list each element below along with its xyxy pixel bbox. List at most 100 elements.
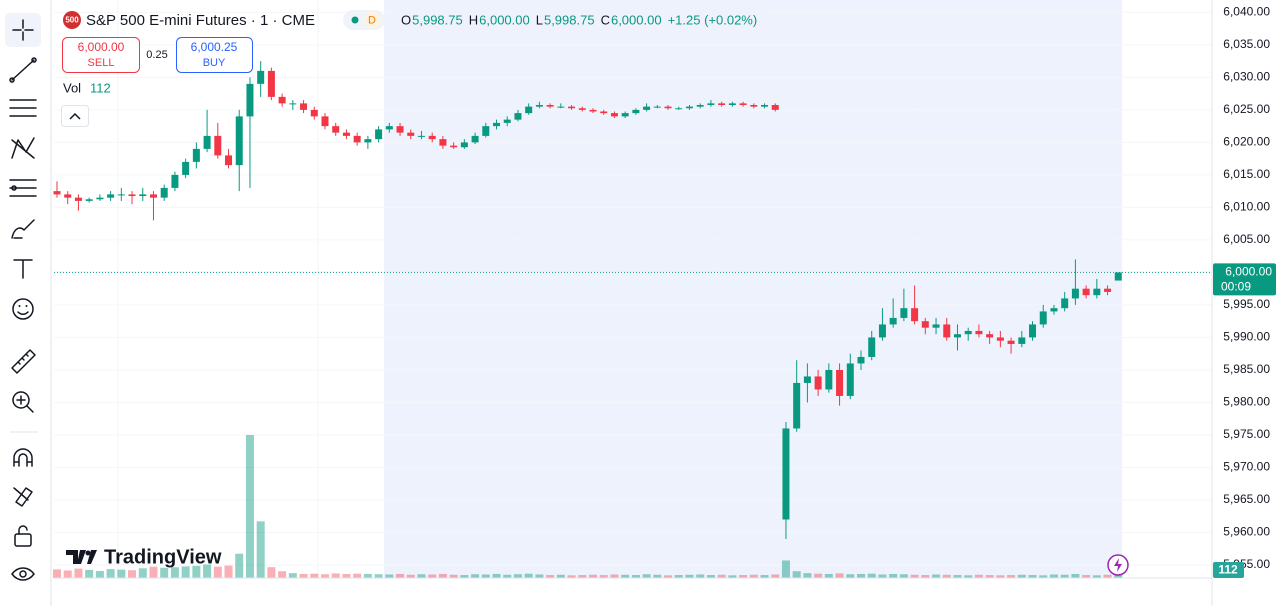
volume-bar — [932, 574, 941, 578]
candle-body — [964, 330, 972, 335]
volume-bar — [1103, 574, 1112, 578]
volume-bar — [771, 574, 780, 578]
zoom-tool[interactable] — [12, 391, 34, 413]
collapse-button[interactable] — [61, 105, 89, 127]
volume-bar — [878, 574, 887, 578]
buy-button[interactable]: 6,000.25 BUY — [176, 37, 253, 73]
fib-tool[interactable] — [9, 179, 37, 197]
candle-body — [525, 106, 533, 114]
candle-body — [707, 103, 715, 106]
crosshair-tool[interactable] — [5, 13, 41, 47]
trade-buttons: 6,000.00 SELL 0.25 6,000.25 BUY — [62, 37, 253, 73]
ohlc-key: O — [401, 12, 411, 27]
volume-bar — [310, 573, 319, 578]
candle-body — [911, 308, 919, 322]
candle-body — [664, 106, 672, 109]
candle-body — [675, 108, 683, 110]
candle-body — [578, 108, 586, 110]
candle-body — [1093, 288, 1101, 296]
candle-body — [192, 148, 200, 162]
volume-bar — [803, 573, 812, 578]
volume-bar — [781, 560, 790, 578]
volume-bar — [685, 574, 694, 578]
candle-body — [1071, 288, 1079, 299]
volume-bar — [610, 574, 619, 578]
candle-body — [353, 135, 361, 143]
y-tick-label: 5,985.00 — [1223, 362, 1270, 376]
volume-bar — [1082, 575, 1091, 578]
candle-body — [653, 106, 661, 108]
candle-body — [171, 174, 179, 188]
volume-bar — [739, 575, 748, 578]
visibility-tool[interactable] — [11, 567, 35, 581]
candle-body — [514, 113, 522, 120]
price-axis: 5,955.005,960.005,965.005,970.005,975.00… — [1223, 5, 1270, 572]
candle-body — [803, 376, 811, 383]
pattern-tool[interactable] — [11, 137, 35, 159]
candle-body — [557, 106, 565, 108]
volume-bar — [824, 573, 833, 578]
magnet-tool[interactable] — [13, 448, 33, 467]
volume-bar — [299, 573, 308, 578]
candle-body — [332, 126, 340, 133]
ohlc-value: 5,998.75 — [412, 12, 463, 27]
volume-bar — [363, 573, 372, 578]
volume-bars — [53, 435, 1123, 578]
y-tick-label: 5,970.00 — [1223, 460, 1270, 474]
volume-bar — [224, 565, 233, 578]
y-tick-label: 6,005.00 — [1223, 232, 1270, 246]
lock-tool[interactable] — [14, 525, 32, 547]
candle-body — [685, 106, 693, 109]
volume-bar — [95, 570, 104, 578]
last-price-tag — [1213, 263, 1276, 296]
spread: 0.25 — [146, 49, 167, 61]
candle-body — [310, 109, 318, 117]
text-tool[interactable] — [13, 259, 33, 279]
volume-bar — [910, 574, 919, 578]
volume-tag-label: 112 — [1218, 563, 1238, 577]
candle-body — [825, 369, 833, 390]
volume-value: 112 — [90, 80, 111, 95]
emoji-tool[interactable] — [12, 298, 34, 320]
brush-tool[interactable] — [11, 219, 35, 239]
symbol-title[interactable]: S&P 500 E-mini Futures · 1 · CME — [86, 12, 315, 29]
symbol-logo — [63, 11, 81, 29]
volume-bar — [814, 573, 823, 578]
horizontal-lines-tool[interactable] — [9, 99, 37, 117]
volume-bar — [203, 564, 212, 578]
volume-bar — [889, 573, 898, 578]
candle-body — [1114, 272, 1122, 281]
y-tick-label: 6,010.00 — [1223, 200, 1270, 214]
volume-bar — [288, 573, 297, 578]
lightning-button[interactable] — [1107, 554, 1129, 576]
symbol-legend: 500 S&P 500 E-mini Futures · 1 · CME D O… — [63, 9, 766, 31]
candle-body — [364, 139, 372, 143]
candle-body — [160, 187, 168, 198]
volume-bar — [170, 567, 179, 578]
volume-bar — [642, 574, 651, 578]
volume-bar — [503, 574, 512, 578]
volume-bar — [438, 573, 447, 578]
trend-line-tool[interactable] — [9, 57, 37, 83]
lock-drawings-tool[interactable] — [13, 487, 33, 507]
ruler-tool[interactable] — [11, 349, 36, 374]
candle-body — [632, 109, 640, 114]
candle-body — [836, 369, 844, 396]
sell-price: 6,000.00 — [78, 40, 125, 54]
candle-body — [300, 103, 308, 110]
countdown: 00:09 — [1221, 280, 1251, 294]
candle-body — [375, 129, 383, 140]
volume-bar — [471, 574, 480, 578]
candle-body — [621, 113, 629, 117]
volume-bar — [749, 574, 758, 578]
volume-bar — [245, 435, 254, 578]
candle-body — [643, 106, 651, 110]
volume-bar — [417, 574, 426, 578]
volume-bar — [1049, 574, 1058, 578]
volume-bar — [128, 570, 137, 578]
sell-button[interactable]: 6,000.00 SELL — [62, 37, 140, 73]
volume-title: Vol — [63, 80, 81, 95]
volume-bar — [278, 571, 287, 578]
toolbar-bg — [0, 0, 50, 606]
volume-bar — [192, 565, 201, 578]
